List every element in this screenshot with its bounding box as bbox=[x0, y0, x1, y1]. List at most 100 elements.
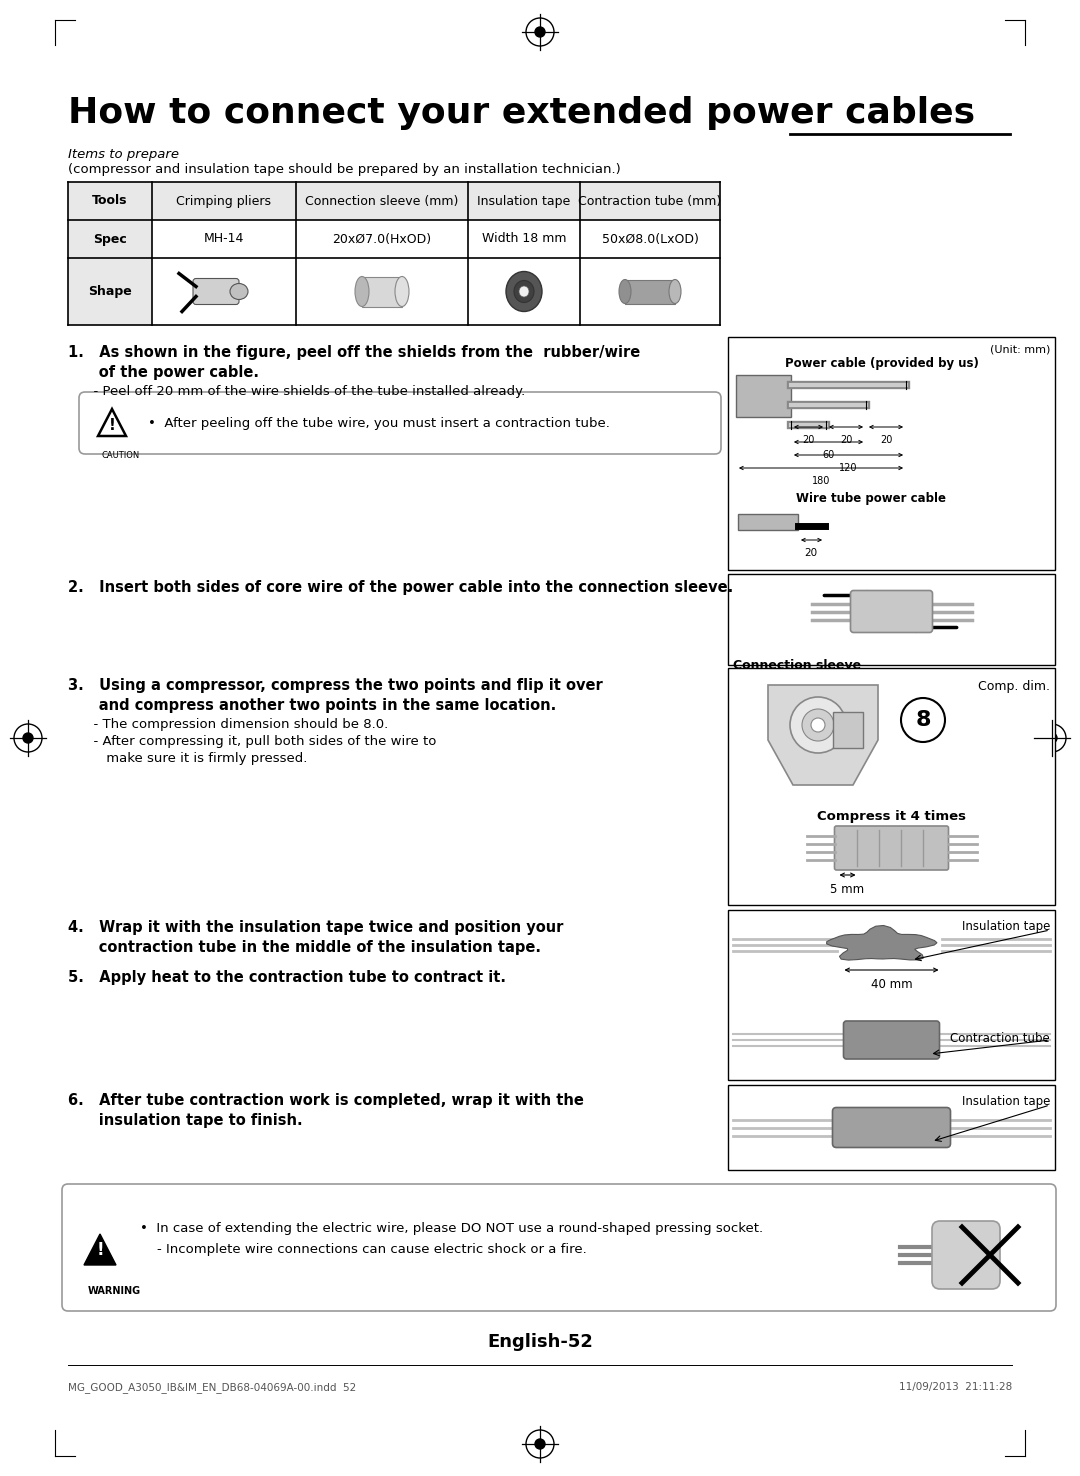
Circle shape bbox=[535, 1439, 545, 1449]
Ellipse shape bbox=[619, 279, 631, 304]
Text: 5 mm: 5 mm bbox=[831, 883, 865, 896]
Text: 120: 120 bbox=[839, 463, 858, 472]
Text: - Incomplete wire connections can cause electric shock or a fire.: - Incomplete wire connections can cause … bbox=[140, 1243, 586, 1256]
Bar bbox=[580, 182, 720, 220]
Text: Comp. dim.: Comp. dim. bbox=[978, 680, 1050, 694]
Text: •  In case of extending the electric wire, please DO NOT use a round-shaped pres: • In case of extending the electric wire… bbox=[140, 1222, 764, 1235]
Text: 2.   Insert both sides of core wire of the power cable into the connection sleev: 2. Insert both sides of core wire of the… bbox=[68, 580, 733, 595]
Text: 20: 20 bbox=[805, 548, 818, 558]
Text: MH-14: MH-14 bbox=[204, 233, 244, 245]
FancyBboxPatch shape bbox=[833, 1107, 950, 1147]
FancyBboxPatch shape bbox=[193, 279, 239, 304]
Text: How to connect your extended power cables: How to connect your extended power cable… bbox=[68, 96, 975, 130]
Circle shape bbox=[1047, 734, 1057, 742]
Circle shape bbox=[535, 27, 545, 37]
Text: - After compressing it, pull both sides of the wire to: - After compressing it, pull both sides … bbox=[68, 735, 436, 748]
Text: 20: 20 bbox=[880, 435, 892, 444]
Bar bbox=[738, 514, 798, 530]
Text: 5.   Apply heat to the contraction tube to contract it.: 5. Apply heat to the contraction tube to… bbox=[68, 970, 507, 984]
Text: 6.   After tube contraction work is completed, wrap it with the: 6. After tube contraction work is comple… bbox=[68, 1094, 584, 1108]
Text: Power cable (provided by us): Power cable (provided by us) bbox=[784, 357, 978, 370]
Text: 1.   As shown in the figure, peel off the shields from the  rubber/wire: 1. As shown in the figure, peel off the … bbox=[68, 345, 640, 360]
Text: 3.   Using a compressor, compress the two points and flip it over: 3. Using a compressor, compress the two … bbox=[68, 677, 603, 694]
Polygon shape bbox=[84, 1234, 116, 1265]
Text: (compressor and insulation tape should be prepared by an installation technician: (compressor and insulation tape should b… bbox=[68, 162, 621, 176]
Text: make sure it is firmly pressed.: make sure it is firmly pressed. bbox=[68, 751, 308, 765]
Text: - Peel off 20 mm of the wire shields of the tube installed already.: - Peel off 20 mm of the wire shields of … bbox=[68, 385, 525, 399]
Text: of the power cable.: of the power cable. bbox=[68, 365, 259, 379]
Text: 20: 20 bbox=[802, 435, 814, 444]
Bar bbox=[296, 182, 468, 220]
Text: insulation tape to finish.: insulation tape to finish. bbox=[68, 1113, 302, 1128]
Text: MG_GOOD_A3050_IB&IM_EN_DB68-04069A-00.indd  52: MG_GOOD_A3050_IB&IM_EN_DB68-04069A-00.in… bbox=[68, 1382, 356, 1393]
Text: contraction tube in the middle of the insulation tape.: contraction tube in the middle of the in… bbox=[68, 940, 541, 955]
Text: English-52: English-52 bbox=[487, 1333, 593, 1351]
Text: Insulation tape: Insulation tape bbox=[961, 920, 1050, 933]
Text: Insulation tape: Insulation tape bbox=[961, 1095, 1050, 1108]
Text: CAUTION: CAUTION bbox=[102, 452, 140, 461]
Text: !: ! bbox=[96, 1241, 104, 1259]
Bar bbox=[68, 258, 152, 325]
Text: !: ! bbox=[109, 418, 116, 432]
FancyBboxPatch shape bbox=[62, 1184, 1056, 1311]
Text: 11/09/2013  21:11:28: 11/09/2013 21:11:28 bbox=[899, 1382, 1012, 1392]
Text: 4.   Wrap it with the insulation tape twice and position your: 4. Wrap it with the insulation tape twic… bbox=[68, 920, 564, 934]
Ellipse shape bbox=[514, 280, 534, 303]
Text: (Unit: mm): (Unit: mm) bbox=[989, 345, 1050, 356]
Text: Spec: Spec bbox=[93, 233, 126, 245]
Bar bbox=[735, 375, 791, 418]
Ellipse shape bbox=[230, 283, 248, 300]
Bar bbox=[625, 279, 675, 304]
FancyBboxPatch shape bbox=[843, 1021, 940, 1058]
Bar bbox=[728, 574, 1055, 666]
Bar bbox=[152, 182, 296, 220]
Text: 20: 20 bbox=[840, 435, 852, 444]
Text: Compress it 4 times: Compress it 4 times bbox=[816, 810, 966, 824]
Text: Connection sleeve: Connection sleeve bbox=[733, 658, 861, 672]
Text: Shape: Shape bbox=[89, 285, 132, 298]
Bar bbox=[362, 276, 402, 307]
Text: 60: 60 bbox=[822, 450, 835, 461]
Circle shape bbox=[789, 697, 846, 753]
Text: Items to prepare: Items to prepare bbox=[68, 148, 179, 161]
Circle shape bbox=[811, 717, 825, 732]
Circle shape bbox=[901, 698, 945, 742]
Circle shape bbox=[23, 734, 33, 742]
Text: 40 mm: 40 mm bbox=[870, 979, 913, 990]
Text: •  After peeling off the tube wire, you must insert a contraction tube.: • After peeling off the tube wire, you m… bbox=[148, 416, 610, 430]
Circle shape bbox=[802, 708, 834, 741]
Text: - The compression dimension should be 8.0.: - The compression dimension should be 8.… bbox=[68, 717, 388, 731]
Text: Insulation tape: Insulation tape bbox=[477, 195, 570, 208]
Text: Connection sleeve (mm): Connection sleeve (mm) bbox=[306, 195, 459, 208]
Text: 8: 8 bbox=[915, 710, 931, 731]
FancyBboxPatch shape bbox=[79, 393, 721, 455]
Bar bbox=[68, 182, 152, 220]
Ellipse shape bbox=[355, 276, 369, 307]
Ellipse shape bbox=[507, 272, 542, 311]
Polygon shape bbox=[768, 685, 878, 785]
FancyBboxPatch shape bbox=[851, 590, 932, 633]
Bar bbox=[68, 220, 152, 258]
Bar bbox=[833, 711, 863, 748]
Text: Tools: Tools bbox=[92, 195, 127, 208]
FancyBboxPatch shape bbox=[932, 1221, 1000, 1289]
Ellipse shape bbox=[395, 276, 409, 307]
Bar bbox=[68, 182, 152, 220]
FancyBboxPatch shape bbox=[835, 827, 948, 869]
Text: 180: 180 bbox=[812, 475, 831, 486]
Bar bbox=[728, 911, 1055, 1080]
Text: and compress another two points in the same location.: and compress another two points in the s… bbox=[68, 698, 556, 713]
Text: Wire tube power cable: Wire tube power cable bbox=[797, 492, 946, 505]
Text: WARNING: WARNING bbox=[87, 1286, 141, 1296]
Ellipse shape bbox=[669, 279, 681, 304]
Text: Contraction tube (mm): Contraction tube (mm) bbox=[579, 195, 721, 208]
Bar bbox=[728, 669, 1055, 905]
Bar bbox=[728, 337, 1055, 570]
Ellipse shape bbox=[519, 286, 529, 297]
Bar bbox=[468, 182, 580, 220]
Bar bbox=[728, 1085, 1055, 1170]
Polygon shape bbox=[98, 409, 126, 435]
Text: 50xØ8.0(LxOD): 50xØ8.0(LxOD) bbox=[602, 233, 699, 245]
Text: Contraction tube: Contraction tube bbox=[950, 1032, 1050, 1045]
Text: Width 18 mm: Width 18 mm bbox=[482, 233, 566, 245]
